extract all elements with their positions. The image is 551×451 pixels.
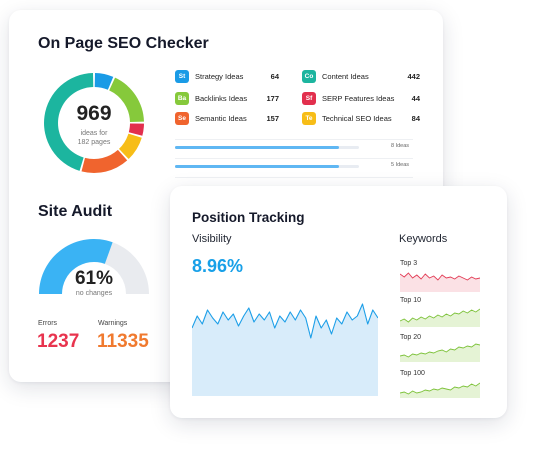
keyword-line (400, 272, 480, 281)
progress-fill (175, 165, 339, 168)
idea-name: Strategy Ideas (195, 71, 244, 81)
keyword-area (400, 383, 480, 398)
idea-value: 84 (411, 113, 420, 123)
keyword-area (400, 344, 480, 362)
technical-seo-badge: Te (302, 111, 316, 125)
seo-checker-title: On Page SEO Checker (38, 35, 209, 52)
keyword-top3-chart (400, 272, 480, 292)
position-tracking-title: Position Tracking (192, 210, 305, 225)
keyword-area (400, 273, 480, 292)
idea-strategy[interactable]: St Strategy Ideas 64 (175, 69, 279, 83)
keyword-top20-chart (400, 343, 480, 362)
progress-row-2: 5 Ideas (175, 162, 413, 172)
content-badge: Co (302, 69, 316, 83)
site-audit-gauge (39, 238, 149, 294)
donut-slice-st (94, 73, 114, 90)
idea-backlinks[interactable]: Ba Backlinks Ideas 177 (175, 91, 279, 105)
keyword-top100-label: Top 100 (400, 370, 425, 377)
idea-value: 44 (411, 93, 420, 103)
divider (175, 139, 413, 140)
visibility-chart (192, 303, 378, 396)
position-tracking-card: Position Tracking Visibility 8.96% Keywo… (170, 186, 507, 418)
donut-slice-sf (128, 123, 144, 136)
progress-row-1: 8 Ideas (175, 143, 413, 153)
keyword-line (400, 308, 480, 323)
idea-value: 64 (270, 71, 279, 81)
idea-semantic[interactable]: Se Semantic Ideas 157 (175, 111, 279, 125)
idea-name: Backlinks Ideas (195, 93, 248, 103)
idea-serp-features[interactable]: Sf SERP Features Ideas 44 (302, 91, 420, 105)
warnings-label: Warnings (98, 320, 128, 327)
keyword-top10-chart (400, 308, 480, 327)
idea-content[interactable]: Co Content Ideas 442 (302, 69, 420, 83)
visibility-label: Visibility (192, 233, 232, 245)
keyword-line (400, 382, 480, 395)
ideas-total: 969 (76, 102, 112, 125)
ideas-donut-chart (44, 73, 144, 173)
idea-name: Content Ideas (322, 71, 369, 81)
site-audit-percent: 61% (74, 268, 114, 289)
donut-slice-te (118, 133, 142, 160)
divider (175, 177, 413, 178)
idea-value: 442 (407, 71, 420, 81)
keyword-line (400, 343, 480, 358)
serp-features-badge: Sf (302, 91, 316, 105)
site-audit-title: Site Audit (38, 203, 113, 220)
site-audit-caption: no changes (75, 290, 113, 297)
idea-value: 157 (266, 113, 279, 123)
idea-technical-seo[interactable]: Te Technical SEO Ideas 84 (302, 111, 420, 125)
visibility-line (192, 303, 378, 339)
warnings-value: 11335 (97, 331, 149, 352)
keyword-top100-chart (400, 382, 480, 398)
errors-label: Errors (38, 320, 58, 327)
idea-name: Technical SEO Ideas (322, 113, 392, 123)
idea-name: SERP Features Ideas (322, 93, 395, 103)
donut-slice-co (44, 73, 94, 171)
keyword-top10-label: Top 10 (400, 297, 422, 304)
donut-slice-se (81, 149, 128, 173)
progress-label: 5 Ideas (391, 162, 410, 168)
backlinks-badge: Ba (175, 91, 189, 105)
donut-slice-ba (109, 77, 144, 123)
progress-fill (175, 146, 339, 149)
divider (175, 158, 413, 159)
gauge-fill (39, 238, 113, 294)
idea-value: 177 (266, 93, 279, 103)
keyword-top20-label: Top 20 (400, 334, 422, 341)
semantic-badge: Se (175, 111, 189, 125)
keywords-label: Keywords (399, 233, 448, 245)
ideas-total-caption: ideas for 182 pages (77, 130, 111, 146)
visibility-area (192, 304, 378, 396)
errors-value: 1237 (37, 331, 80, 352)
progress-label: 8 Ideas (391, 143, 410, 149)
idea-name: Semantic Ideas (195, 113, 247, 123)
gauge-track (104, 242, 149, 294)
strategy-badge: St (175, 69, 189, 83)
visibility-value: 8.96% (192, 256, 244, 276)
keyword-top3-label: Top 3 (400, 260, 418, 267)
